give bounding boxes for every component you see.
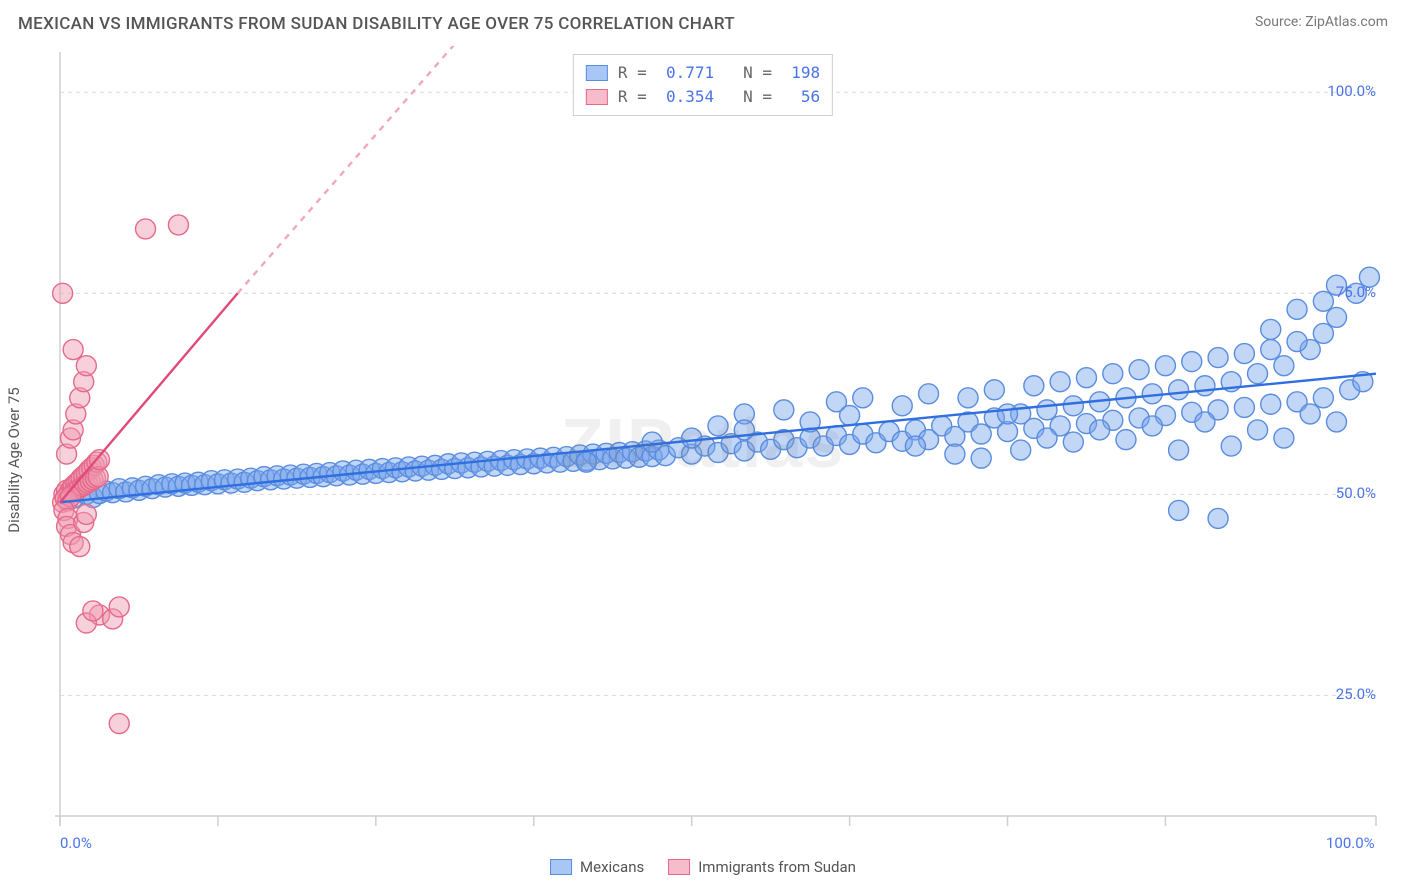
legend-swatch-blue xyxy=(550,859,572,875)
legend-item: Mexicans xyxy=(550,858,644,876)
y-axis-label: Disability Age Over 75 xyxy=(5,387,23,532)
legend-swatch-pink xyxy=(586,89,608,105)
legend-item: Immigrants from Sudan xyxy=(668,858,856,876)
legend-row: R = 0.771 N = 198 xyxy=(586,61,820,85)
correlation-legend: R = 0.771 N = 198 R = 0.354 N = 56 xyxy=(573,54,833,116)
series-legend: Mexicans Immigrants from Sudan xyxy=(550,858,856,876)
scatter-chart xyxy=(18,46,1388,874)
legend-label: Mexicans xyxy=(580,858,644,876)
y-tick-label: 25.0% xyxy=(1336,685,1376,703)
legend-label: Immigrants from Sudan xyxy=(698,858,856,876)
chart-title: MEXICAN VS IMMIGRANTS FROM SUDAN DISABIL… xyxy=(18,14,735,34)
legend-swatch-pink xyxy=(668,859,690,875)
legend-text: R = 0.771 N = 198 xyxy=(618,61,820,85)
x-tick-label: 0.0% xyxy=(60,834,92,852)
chart-container: Disability Age Over 75 R = 0.771 N = 198… xyxy=(18,46,1388,874)
y-tick-label: 100.0% xyxy=(1327,82,1376,100)
source-attribution: Source: ZipAtlas.com xyxy=(1255,14,1388,30)
title-bar: MEXICAN VS IMMIGRANTS FROM SUDAN DISABIL… xyxy=(0,0,1406,42)
y-tick-label: 75.0% xyxy=(1336,283,1376,301)
x-tick-label: 100.0% xyxy=(1326,834,1375,852)
legend-row: R = 0.354 N = 56 xyxy=(586,85,820,109)
legend-swatch-blue xyxy=(586,65,608,81)
y-tick-label: 50.0% xyxy=(1336,484,1376,502)
legend-text: R = 0.354 N = 56 xyxy=(618,85,820,109)
